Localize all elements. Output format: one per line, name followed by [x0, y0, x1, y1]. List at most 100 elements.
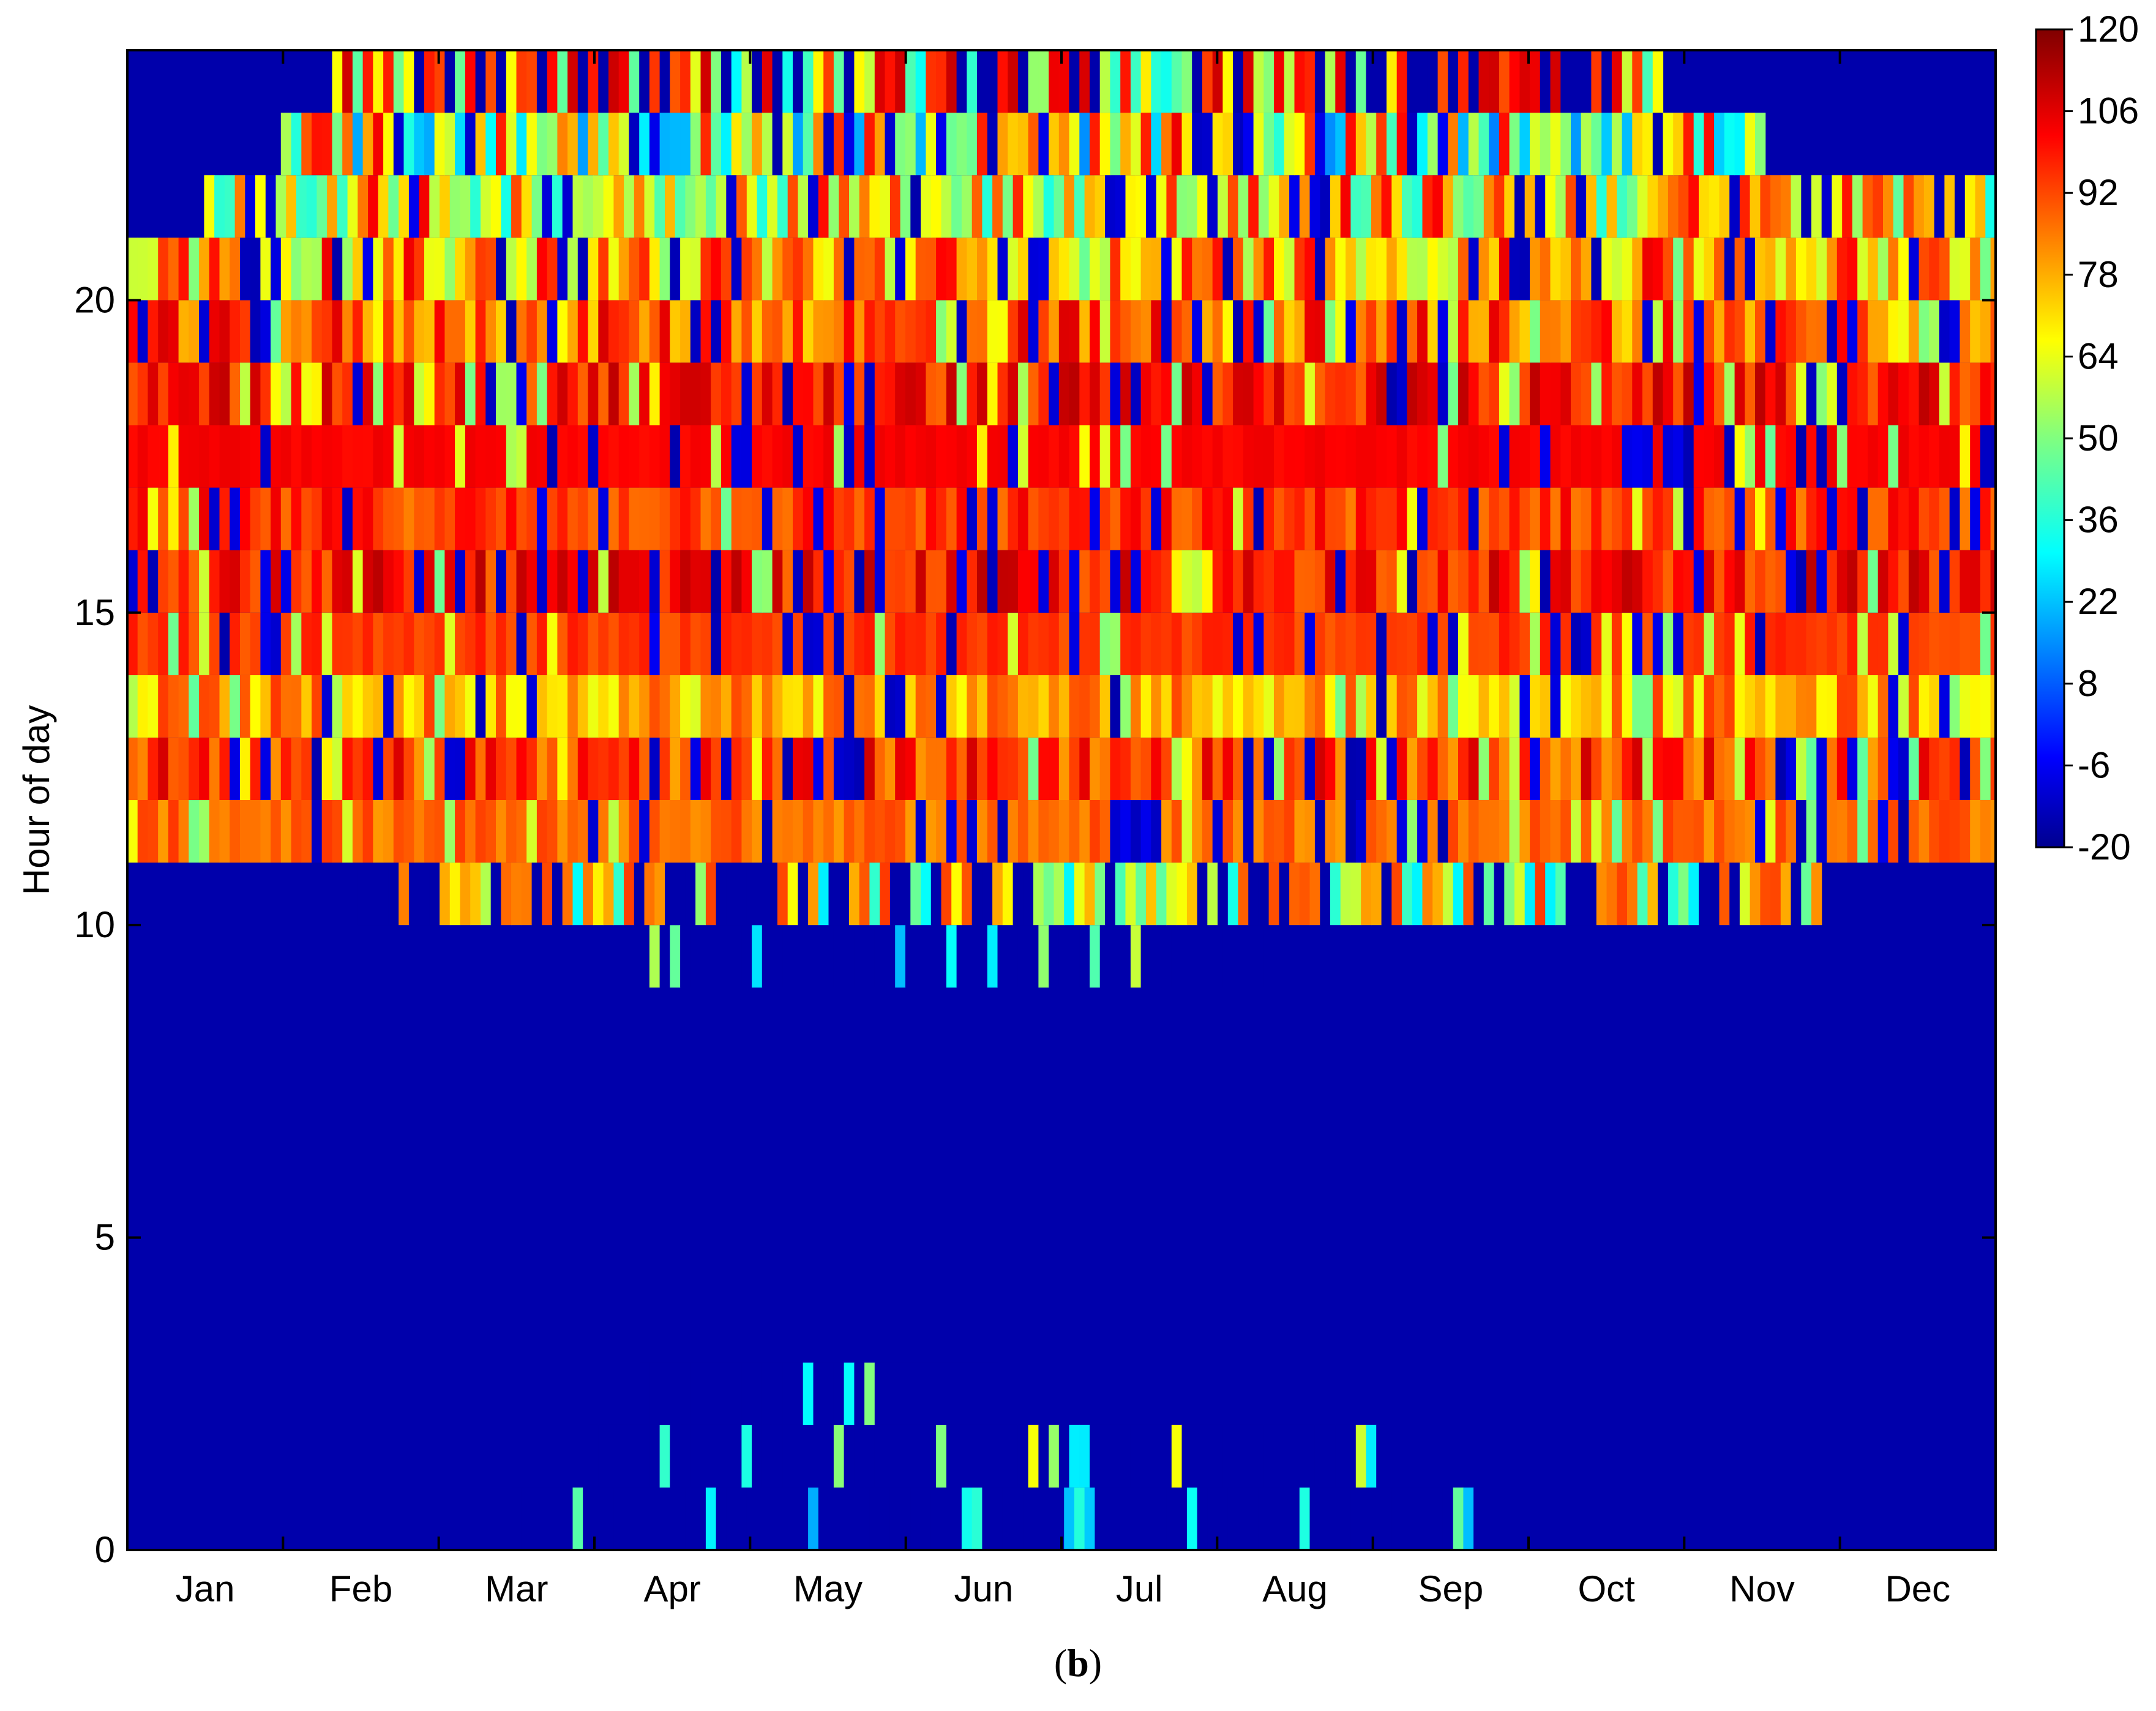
heatmap-cell	[1161, 300, 1172, 363]
heatmap-cell	[813, 1362, 824, 1425]
heatmap-cell	[1320, 863, 1331, 926]
heatmap-cell	[690, 737, 702, 800]
heatmap-cell	[680, 113, 691, 176]
heatmap-cell	[1120, 675, 1131, 738]
heatmap-cell	[1284, 300, 1295, 363]
heatmap-cell	[1263, 425, 1275, 488]
heatmap-cell	[1652, 425, 1664, 488]
heatmap-cell	[629, 113, 640, 176]
heatmap-cell	[1146, 1487, 1157, 1550]
heatmap-cell	[956, 238, 967, 301]
heatmap-cell	[833, 550, 845, 613]
heatmap-cell	[567, 612, 578, 675]
heatmap-cell	[1069, 238, 1080, 301]
heatmap-cell	[854, 800, 865, 863]
heatmap-cell	[1908, 612, 1920, 675]
heatmap-cell	[1294, 550, 1305, 613]
heatmap-cell	[542, 863, 553, 926]
heatmap-cell	[526, 800, 537, 863]
heatmap-cell	[1483, 863, 1495, 926]
heatmap-cell	[598, 425, 609, 488]
heatmap-cell	[1795, 737, 1807, 800]
heatmap-cell	[1642, 737, 1653, 800]
heatmap-cell	[782, 362, 793, 425]
heatmap-cell	[997, 425, 1008, 488]
heatmap-cell	[695, 175, 706, 238]
heatmap-cell	[219, 737, 230, 800]
heatmap-cell	[1734, 612, 1745, 675]
heatmap-cell	[1959, 737, 1971, 800]
heatmap-cell	[526, 300, 537, 363]
heatmap-cell	[711, 800, 722, 863]
heatmap-cell	[1028, 925, 1039, 988]
heatmap-cell	[1263, 50, 1275, 113]
heatmap-cell	[536, 238, 548, 301]
heatmap-cell	[885, 238, 896, 301]
heatmap-cell	[1243, 238, 1254, 301]
heatmap-cell	[670, 675, 681, 738]
heatmap-cell	[403, 425, 414, 488]
heatmap-cell	[1120, 487, 1131, 550]
heatmap-cell	[1714, 487, 1725, 550]
heatmap-cell	[961, 1487, 973, 1550]
heatmap-cell	[1192, 925, 1203, 988]
heatmap-cell	[148, 737, 159, 800]
heatmap-cell	[321, 612, 332, 675]
heatmap-cell	[997, 50, 1008, 113]
heatmap-cell	[823, 113, 834, 176]
heatmap-cell	[1084, 1487, 1095, 1550]
heatmap-cell	[721, 612, 732, 675]
heatmap-cell	[583, 1487, 594, 1550]
heatmap-cell	[1463, 863, 1474, 926]
heatmap-cell	[1519, 362, 1530, 425]
heatmap-cell	[1458, 487, 1469, 550]
heatmap-cell	[649, 612, 661, 675]
heatmap-cell	[1028, 1425, 1039, 1488]
heatmap-cell	[1346, 612, 1357, 675]
heatmap-cell	[1658, 175, 1669, 238]
heatmap-cell	[1069, 487, 1080, 550]
heatmap-cell	[1049, 113, 1060, 176]
heatmap-cell	[301, 800, 312, 863]
heatmap-cell	[777, 1487, 788, 1550]
heatmap-cell	[1877, 238, 1888, 301]
heatmap-cell	[1750, 175, 1761, 238]
heatmap-cell	[168, 612, 179, 675]
heatmap-cell	[291, 238, 302, 301]
heatmap-cell	[1734, 550, 1745, 613]
heatmap-cell	[1161, 1425, 1172, 1488]
heatmap-cell	[608, 425, 619, 488]
heatmap-cell	[956, 800, 967, 863]
heatmap-cell	[475, 800, 486, 863]
hour-band-14	[127, 612, 1996, 675]
heatmap-cell	[552, 863, 563, 926]
heatmap-cell	[803, 1362, 814, 1425]
heatmap-cell	[1550, 50, 1561, 113]
heatmap-cell	[1832, 175, 1843, 238]
heatmap-cell	[1719, 863, 1730, 926]
heatmap-cell	[1990, 737, 1996, 800]
heatmap-cell	[721, 113, 732, 176]
heatmap-cell	[127, 300, 138, 363]
heatmap-cell	[1442, 175, 1454, 238]
heatmap-cell	[823, 550, 834, 613]
heatmap-cell	[1008, 487, 1019, 550]
heatmap-cell	[1540, 675, 1551, 738]
heatmap-cell	[1202, 362, 1213, 425]
heatmap-cell	[1202, 925, 1213, 988]
heatmap-cell	[1509, 800, 1520, 863]
heatmap-cell	[639, 113, 650, 176]
heatmap-cell	[342, 300, 353, 363]
heatmap-cell	[1652, 50, 1664, 113]
heatmap-cell	[1049, 675, 1060, 738]
heatmap-cell	[1058, 238, 1070, 301]
heatmap-cell	[424, 612, 435, 675]
heatmap-cell	[301, 238, 312, 301]
heatmap-cell	[1795, 362, 1807, 425]
heatmap-cell	[854, 50, 865, 113]
heatmap-cell	[567, 238, 578, 301]
heatmap-cell	[608, 50, 619, 113]
heatmap-cell	[588, 238, 599, 301]
heatmap-cell	[496, 50, 507, 113]
heatmap-cell	[1683, 362, 1694, 425]
